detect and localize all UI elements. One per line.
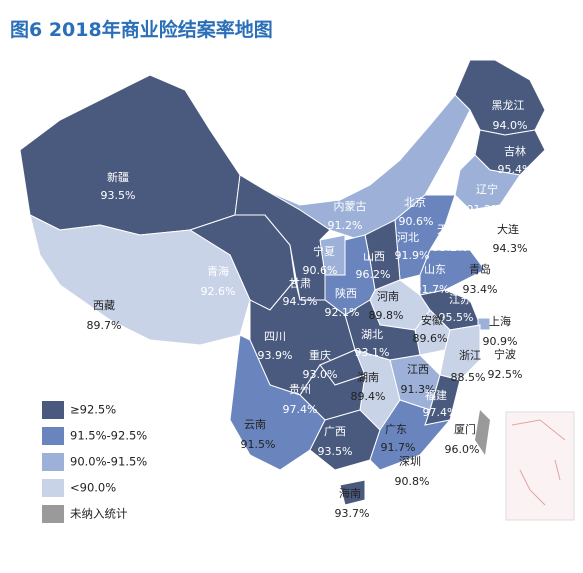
region-name: 青海: [207, 264, 229, 278]
province-shape: [264, 94, 471, 241]
region-value: 91.5%: [241, 438, 276, 451]
region-value: 93.5%: [101, 189, 136, 202]
region-name: 湖南: [357, 371, 379, 384]
legend-swatch: [42, 479, 64, 497]
region-value: 94.0%: [493, 119, 528, 132]
region-name: 新疆: [107, 170, 129, 184]
region-value: 96.0%: [445, 443, 480, 456]
region-name: 吉林: [504, 144, 526, 158]
region-value: 93.9%: [258, 349, 293, 362]
region-name: 北京: [404, 195, 426, 209]
inset-frame: [505, 411, 575, 521]
region-value: 91.3%: [401, 383, 436, 396]
region-value: 91.2%: [328, 219, 363, 232]
region-labels: 黑龙江 94.0% 吉林 95.4%辽宁 91.2% 大连 94.3% 新疆 93.5% 内蒙古 9…: [87, 99, 533, 520]
legend-swatch: [42, 427, 64, 445]
region-name: 辽宁: [476, 182, 498, 196]
region-name: 宁波: [494, 347, 516, 361]
region-name: 广东: [385, 423, 407, 436]
region-value: 89.7%: [87, 319, 122, 332]
region-name: 山东: [424, 263, 446, 276]
region-value: 89.6%: [413, 332, 448, 345]
region-value: 92.1%: [325, 306, 360, 319]
region-name: 山西: [363, 250, 385, 263]
region-name: 重庆: [309, 348, 331, 362]
region-value: 96.2%: [356, 268, 391, 281]
region-name: 内蒙古: [334, 199, 367, 213]
region-name: 江西: [407, 363, 429, 376]
taiwan: [475, 410, 490, 455]
region-value: 90.8%: [395, 475, 430, 488]
region-value: 94.3%: [493, 242, 528, 255]
region-name: 河南: [377, 290, 399, 303]
region-name: 上海: [489, 314, 511, 328]
region-value: 93.1%: [355, 346, 390, 359]
region-value: 91.7%: [381, 441, 416, 454]
legend-label: <90.0%: [70, 481, 116, 495]
region-value: 93.7%: [335, 507, 370, 520]
region-name: 西藏: [93, 299, 115, 312]
region-name: 湖北: [361, 328, 383, 341]
region-name: 云南: [244, 418, 266, 431]
region-name: 贵州: [289, 383, 311, 396]
legend-label: ≥92.5%: [70, 403, 116, 417]
legend: ≥92.5% 91.5%-92.5% 90.0%-91.5% <90.0% 未纳入统计: [42, 401, 147, 523]
region-value: 88.5%: [451, 371, 486, 384]
region-name: 甘肃: [289, 277, 311, 290]
figure-title: 图6 2018年商业险结案率地图: [10, 18, 273, 41]
region-name: 黑龙江: [492, 99, 525, 112]
map: [19, 59, 546, 506]
region-value: 90.9%: [483, 335, 518, 348]
region-value: 91.7%: [415, 283, 450, 296]
legend-label: 未纳入统计: [70, 507, 128, 521]
province-shape: [369, 399, 452, 471]
region-value: 93.2%: [433, 241, 468, 254]
province-shape: [29, 214, 251, 346]
inset-lines: [511, 419, 566, 506]
region-name: 浙江: [459, 349, 481, 362]
province-shape: [339, 479, 366, 506]
region-name: 海南: [339, 486, 361, 500]
legend-swatch: [42, 453, 64, 471]
region-name: 大连: [497, 222, 519, 236]
province-shape: [454, 154, 521, 211]
region-value: 93.4%: [463, 283, 498, 296]
region-name: 四川: [264, 330, 286, 343]
region-value: 95.4%: [498, 163, 533, 176]
region-name: 青岛: [469, 262, 491, 276]
legend-label: 90.0%-91.5%: [70, 455, 147, 469]
province-shape: [394, 194, 456, 281]
region-value: 89.4%: [351, 390, 386, 403]
legend-label: 91.5%-92.5%: [70, 429, 147, 443]
region-value: 97.4%: [283, 403, 318, 416]
province-shape: [454, 59, 546, 136]
region-value: 97.4%: [423, 406, 458, 419]
region-value: 95.5%: [439, 311, 474, 324]
region-value: 92.5%: [488, 368, 523, 381]
region-value: 93.5%: [318, 445, 353, 458]
south-sea-inset: [505, 411, 575, 521]
region-name: 厦门: [454, 422, 476, 436]
region-value: 89.8%: [369, 309, 404, 322]
province-shape: [19, 74, 241, 236]
region-value: 90.6%: [399, 215, 434, 228]
region-name: 河北: [397, 231, 419, 244]
region-name: 安徽: [421, 313, 443, 327]
region-value: 91.2%: [467, 203, 502, 216]
legend-swatch: [42, 401, 64, 419]
region-value: 92.6%: [201, 285, 236, 298]
region-value: 94.5%: [283, 295, 318, 308]
region-value: 90.6%: [303, 264, 338, 277]
region-name: 陕西: [335, 286, 357, 300]
region-name: 天津: [437, 223, 459, 236]
region-name: 宁夏: [313, 244, 335, 258]
legend-swatch: [42, 505, 64, 523]
region-name: 广西: [324, 425, 346, 438]
region-name: 福建: [425, 388, 447, 402]
region-name: 江苏: [449, 293, 471, 306]
region-name: 深圳: [399, 455, 421, 468]
region-value: 91.9%: [395, 249, 430, 262]
region-value: 93.0%: [303, 368, 338, 381]
